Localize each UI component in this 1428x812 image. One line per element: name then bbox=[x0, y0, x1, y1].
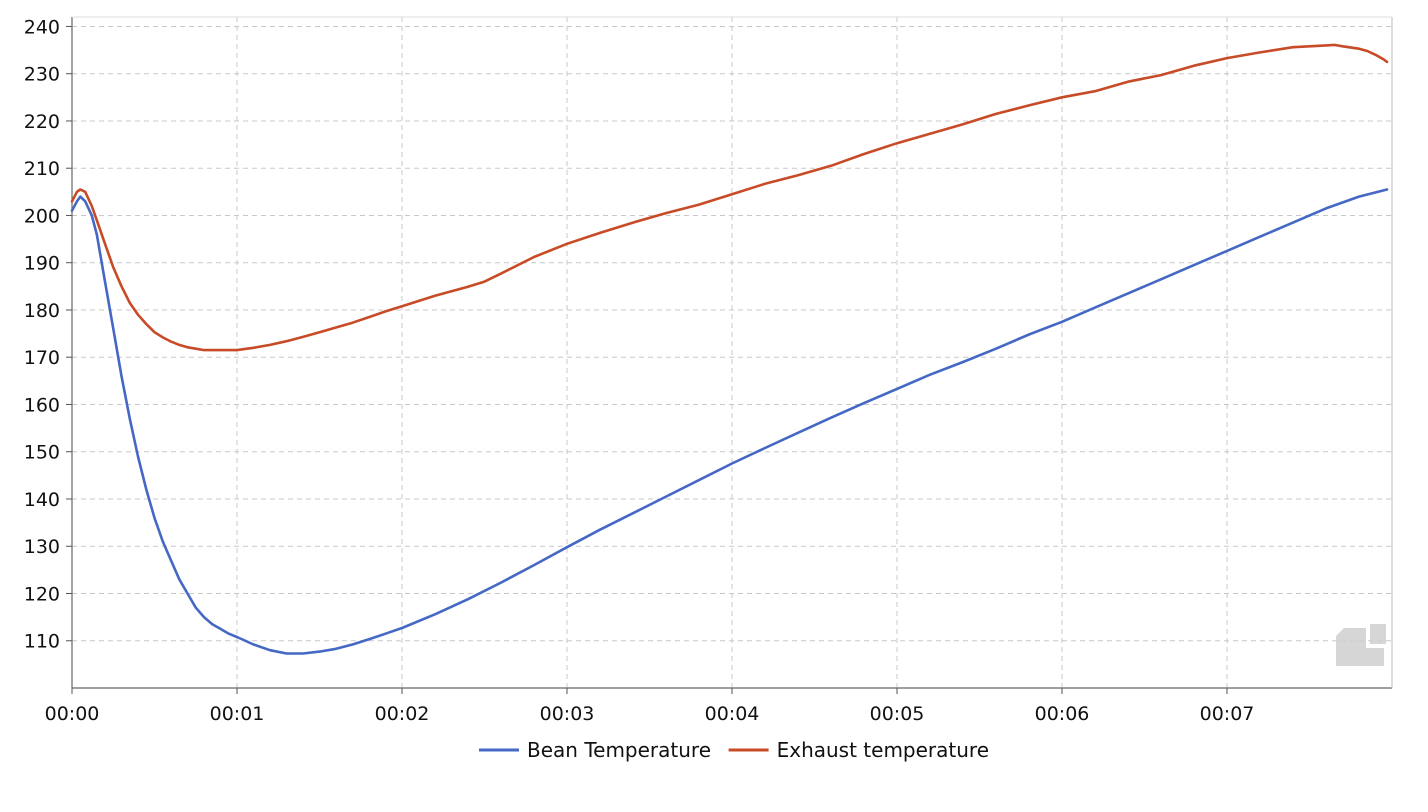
legend-label: Bean Temperature bbox=[527, 738, 711, 762]
series-lines bbox=[70, 43, 1389, 655]
series-line-bean-temperature bbox=[70, 188, 1389, 655]
legend: Bean Temperature Exhaust temperature bbox=[479, 738, 989, 762]
x-axis-ticks: 00:00 00:01 00:02 00:03 00:04 00:05 00:06 00:07 bbox=[45, 688, 1255, 725]
x-tick-label: 00:00 bbox=[45, 703, 100, 725]
y-tick-label: 150 bbox=[24, 442, 60, 464]
y-tick-label: 110 bbox=[24, 631, 60, 653]
y-tick-label: 130 bbox=[24, 536, 60, 558]
y-tick-label: 210 bbox=[24, 158, 60, 180]
y-tick-label: 120 bbox=[24, 583, 60, 605]
y-tick-label: 180 bbox=[24, 300, 60, 322]
legend-label: Exhaust temperature bbox=[777, 738, 989, 762]
y-axis-ticks: 110 120 130 140 150 160 170 180 190 200 210 220 230 2… bbox=[24, 16, 72, 653]
x-tick-label: 00:01 bbox=[210, 703, 265, 725]
x-tick-label: 00:04 bbox=[705, 703, 760, 725]
x-tick-label: 00:03 bbox=[540, 703, 595, 725]
y-tick-label: 220 bbox=[24, 111, 60, 133]
y-tick-label: 160 bbox=[24, 394, 60, 416]
grid-lines bbox=[72, 17, 1392, 688]
y-tick-label: 230 bbox=[24, 64, 60, 86]
axes bbox=[71, 16, 1393, 689]
y-tick-label: 140 bbox=[24, 489, 60, 511]
y-tick-label: 190 bbox=[24, 253, 60, 275]
x-tick-label: 00:05 bbox=[870, 703, 925, 725]
series-line-exhaust-temperature bbox=[70, 43, 1389, 352]
x-tick-label: 00:02 bbox=[375, 703, 430, 725]
logo-watermark bbox=[1336, 624, 1386, 666]
legend-item: Bean Temperature bbox=[479, 738, 711, 762]
legend-item: Exhaust temperature bbox=[728, 738, 989, 762]
y-tick-label: 240 bbox=[24, 16, 60, 38]
y-tick-label: 200 bbox=[24, 205, 60, 227]
x-tick-label: 00:06 bbox=[1035, 703, 1090, 725]
x-tick-label: 00:07 bbox=[1200, 703, 1255, 725]
y-tick-label: 170 bbox=[24, 347, 60, 369]
